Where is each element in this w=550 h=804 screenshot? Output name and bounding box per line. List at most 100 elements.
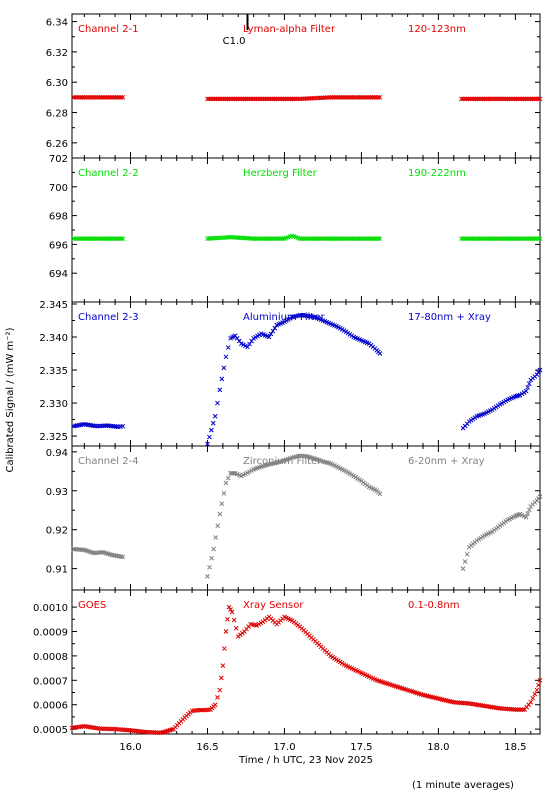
data-point [93, 95, 99, 100]
data-point [232, 96, 237, 102]
data-point [533, 236, 539, 241]
data-point [370, 236, 375, 241]
data-point [321, 236, 326, 241]
data-point [328, 236, 333, 241]
data-point [218, 675, 224, 681]
data-point [525, 385, 531, 390]
data-point [351, 236, 357, 241]
data-point [72, 95, 78, 100]
data-point [215, 96, 221, 102]
data-point [331, 236, 337, 241]
data-point [308, 236, 314, 241]
data-point [370, 95, 375, 100]
data-point [510, 96, 516, 102]
data-point [84, 236, 89, 241]
data-point [362, 95, 368, 100]
data-point [281, 96, 286, 102]
data-point [99, 95, 104, 100]
data-point [225, 96, 230, 102]
y-tick-label: 6.34 [46, 18, 68, 29]
data-point [247, 341, 252, 347]
data-point [330, 236, 335, 241]
y-tick-label: 0.0010 [33, 603, 68, 614]
data-point [342, 95, 348, 100]
data-point [348, 95, 353, 100]
data-point [103, 423, 108, 428]
data-point [460, 566, 466, 571]
data-point [530, 236, 535, 241]
data-point [301, 236, 306, 241]
data-point [464, 96, 470, 102]
data-point [286, 96, 292, 102]
data-point [107, 95, 113, 100]
data-point [89, 95, 95, 100]
data-point [537, 96, 543, 102]
data-point [297, 96, 303, 102]
data-point [306, 236, 312, 241]
data-point [521, 96, 527, 102]
data-point [518, 236, 524, 241]
data-point [313, 236, 319, 241]
data-point [214, 96, 219, 102]
data-point [293, 96, 299, 102]
data-point [212, 96, 218, 102]
data-point [360, 236, 366, 241]
data-point [359, 95, 364, 100]
data-point [534, 372, 540, 378]
y-tick-label: 0.92 [46, 526, 68, 537]
data-point [523, 96, 528, 102]
averaging-note: (1 minute averages) [412, 780, 514, 791]
data-point [526, 381, 532, 387]
panel-label: 17-80nm + Xray [408, 312, 491, 323]
data-point [517, 96, 523, 102]
data-point [515, 96, 521, 102]
data-point [462, 559, 468, 564]
data-point [246, 96, 252, 102]
panel-frame [71, 589, 541, 735]
data-point [205, 574, 210, 579]
data-point [209, 555, 214, 561]
data-point [274, 236, 280, 241]
data-point [217, 387, 223, 393]
data-point [255, 96, 261, 102]
data-point [280, 236, 285, 241]
data-point [265, 236, 271, 241]
data-point [278, 236, 284, 241]
data-point [310, 95, 315, 101]
panel-label: 120-123nm [408, 24, 466, 35]
data-point [208, 96, 214, 102]
data-point [73, 236, 78, 241]
y-tick-label: 0.0009 [33, 627, 68, 638]
data-point [249, 338, 254, 344]
data-point [83, 95, 89, 100]
data-point [375, 236, 381, 241]
data-point [497, 236, 502, 241]
x-axis-label: Time / h UTC, 23 Nov 2025 [238, 755, 373, 766]
data-point [526, 236, 532, 241]
x-tick-label: 17.5 [350, 742, 372, 753]
data-point [499, 96, 505, 102]
data-point [373, 236, 379, 241]
data-point [306, 96, 312, 101]
data-point [524, 96, 530, 102]
data-point [324, 95, 330, 100]
data-point [464, 236, 470, 241]
data-point [78, 95, 84, 100]
data-point [319, 95, 324, 101]
y-tick-label: 6.32 [46, 48, 68, 59]
data-point [498, 236, 504, 241]
data-point [528, 699, 534, 705]
data-point [276, 236, 282, 241]
data-point [359, 236, 364, 241]
data-point [111, 95, 117, 100]
data-point [120, 554, 126, 560]
data-point [315, 236, 321, 241]
data-point [508, 96, 514, 102]
data-point [322, 95, 328, 100]
data-point [231, 617, 237, 623]
data-point [244, 96, 250, 102]
data-point [482, 96, 487, 102]
data-point [252, 96, 257, 102]
data-point [111, 236, 117, 241]
data-point [537, 494, 543, 499]
